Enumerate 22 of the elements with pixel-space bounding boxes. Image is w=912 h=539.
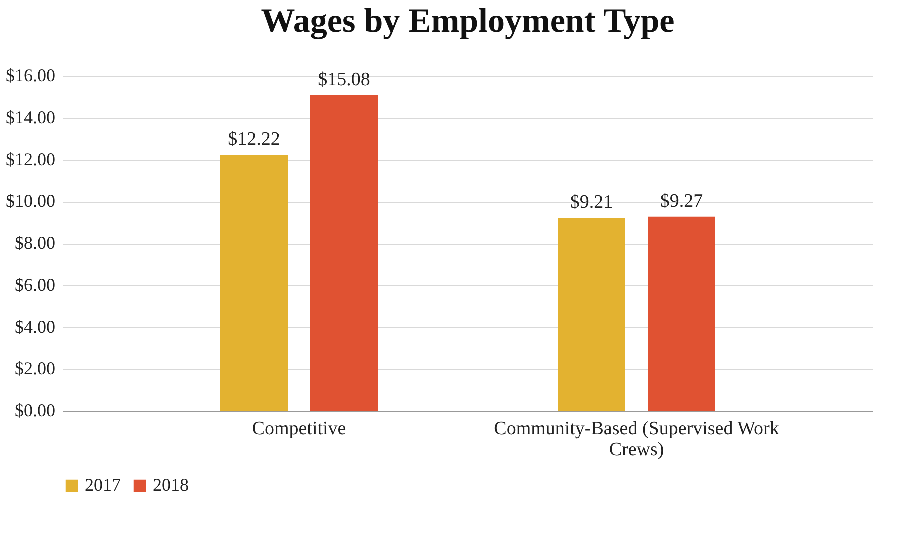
bar xyxy=(310,95,378,411)
y-tick-label: $10.00 xyxy=(6,191,56,212)
bar xyxy=(220,155,288,411)
data-label: $15.08 xyxy=(318,69,370,90)
data-label: $12.22 xyxy=(228,129,280,150)
y-tick-label: $12.00 xyxy=(6,149,56,170)
y-tick-label: $0.00 xyxy=(15,400,56,420)
bar xyxy=(558,218,626,411)
y-tick-label: $8.00 xyxy=(15,233,56,253)
y-tick-label: $6.00 xyxy=(15,274,56,295)
x-tick-label: Competitive xyxy=(252,418,346,440)
data-label: $9.21 xyxy=(570,192,614,214)
legend-label: 2017 xyxy=(85,475,121,495)
y-tick-label: $16.00 xyxy=(6,66,56,86)
chart-title: Wages by Employment Type xyxy=(261,3,675,40)
y-tick-label: $14.00 xyxy=(6,107,56,128)
y-tick-label: $2.00 xyxy=(15,358,56,379)
data-label: $9.27 xyxy=(660,190,704,212)
x-tick-label: Community-Based (Supervised Work Crews) xyxy=(494,418,780,460)
legend-label: 2018 xyxy=(153,475,189,495)
y-tick-label: $4.00 xyxy=(15,316,56,337)
bar xyxy=(648,216,716,411)
